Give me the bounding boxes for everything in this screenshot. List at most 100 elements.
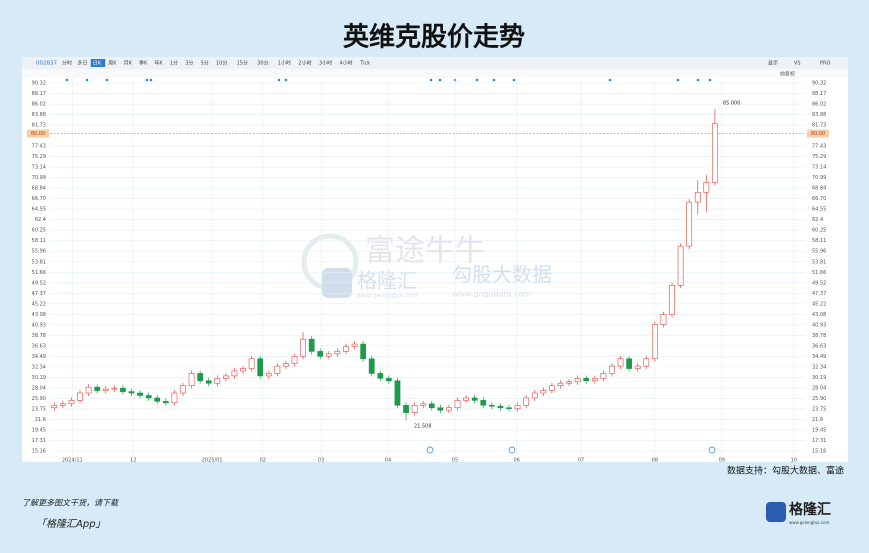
- tab[interactable]: 周K: [108, 61, 117, 67]
- tab[interactable]: 年K: [154, 60, 163, 67]
- y-tick-label: 73.14: [32, 165, 46, 171]
- candle-body: [506, 407, 512, 409]
- y-tick-label-right: 25.90: [812, 396, 826, 402]
- tab[interactable]: 日K: [93, 61, 102, 67]
- y-tick-label: 68.84: [32, 186, 46, 192]
- y-tick-label-right: 62.4: [812, 217, 823, 223]
- y-tick-label: 34.49: [32, 354, 46, 360]
- candle-body: [274, 365, 281, 374]
- stock-code[interactable]: 002837: [36, 61, 57, 67]
- toolbar-right[interactable]: PRO: [820, 61, 830, 67]
- candle-body: [214, 378, 221, 384]
- candle-body: [686, 201, 693, 247]
- candle-body: [162, 401, 169, 404]
- y-tick-label: 47.37: [32, 291, 46, 297]
- candle-body: [677, 245, 684, 286]
- tab[interactable]: 4小时: [340, 60, 353, 67]
- y-tick-label: 88.17: [32, 91, 46, 97]
- wm-gogu-url: www.gogudata.com: [452, 290, 531, 299]
- logo: 格隆汇: [789, 501, 831, 518]
- tab[interactable]: 月K: [124, 61, 133, 67]
- candle-body: [549, 385, 555, 391]
- tab[interactable]: 3小时: [319, 60, 332, 67]
- y-tick-label-right: 88.17: [812, 91, 826, 97]
- y-tick-label: 58.11: [32, 238, 46, 244]
- tab[interactable]: 30分: [257, 60, 268, 67]
- candle-body: [68, 400, 75, 405]
- candle-body: [557, 382, 564, 386]
- candle-body: [77, 392, 83, 401]
- promo: 了解更多图文干货，请下载: [22, 499, 119, 508]
- tab[interactable]: 1小时: [278, 60, 291, 67]
- toolbar-right[interactable]: VS: [794, 61, 801, 67]
- y-tick-label-right: 77.43: [812, 144, 826, 150]
- candle-body: [437, 407, 444, 411]
- candle-body: [94, 386, 101, 391]
- y-tick-label-right: 34.49: [812, 354, 826, 360]
- candle-body: [197, 373, 204, 382]
- y-tick-label: 32.34: [32, 364, 46, 370]
- candle-body: [566, 381, 572, 384]
- y-tick-label-right: 66.70: [812, 196, 826, 202]
- toolbar-right[interactable]: 显示: [768, 61, 778, 67]
- candle-body: [411, 404, 418, 413]
- candle-body: [180, 385, 186, 394]
- y-tick-label-right: 45.22: [812, 301, 826, 307]
- candle-body: [617, 358, 624, 367]
- candle-body: [154, 397, 161, 402]
- tab[interactable]: 季K: [139, 60, 148, 67]
- tab[interactable]: 3分: [185, 60, 193, 67]
- tab[interactable]: 分时: [62, 60, 72, 67]
- candle-body: [497, 405, 504, 409]
- panel: [22, 57, 848, 462]
- candle-body: [609, 365, 615, 374]
- tab[interactable]: 5分: [201, 60, 209, 67]
- y-tick-label-right: 17.31: [812, 438, 826, 444]
- y-tick-label: 83.88: [32, 112, 46, 118]
- tab[interactable]: 多日: [77, 60, 87, 67]
- tab[interactable]: Tick: [359, 61, 370, 67]
- tab[interactable]: 1分: [170, 60, 178, 67]
- adjust[interactable]: 前复权: [780, 71, 795, 78]
- candle-body: [51, 404, 58, 409]
- candle-body: [102, 388, 109, 391]
- candle-body: [308, 338, 315, 352]
- extreme-label: 21.508: [414, 423, 432, 429]
- x-tick-label: 03: [318, 458, 324, 464]
- toolbar-2: [22, 69, 848, 78]
- wm-glh-url: www.gelonghui.com: [357, 293, 418, 300]
- x-tick-label: 07: [578, 458, 584, 464]
- y-tick-label: 55.96: [32, 249, 46, 255]
- y-tick-label: 64.55: [32, 207, 46, 213]
- candle-body: [283, 363, 289, 367]
- candle-body: [600, 373, 607, 379]
- candle-body: [669, 285, 675, 315]
- y-tick-label: 75.29: [32, 154, 46, 160]
- y-tick-label: 66.70: [32, 196, 46, 202]
- candle-body: [137, 392, 143, 396]
- candle-body: [145, 395, 152, 399]
- candle-body: [643, 358, 650, 367]
- y-tick-label: 90.32: [32, 81, 46, 87]
- candle-body: [128, 391, 135, 394]
- tab[interactable]: 15分: [237, 60, 248, 67]
- y-tick-label: 51.66: [32, 270, 46, 276]
- tab[interactable]: 10分: [216, 60, 227, 67]
- candle-body: [231, 370, 238, 377]
- x-tick-label: 06: [514, 458, 520, 464]
- candle-body: [85, 386, 92, 394]
- x-tick-label: 12: [130, 458, 136, 464]
- candle-body: [660, 314, 667, 325]
- candle-body: [59, 403, 66, 406]
- candle-body: [394, 380, 401, 406]
- x-tick-label: 08: [652, 458, 658, 464]
- price-label-right: 80.00: [811, 131, 825, 137]
- candle-body: [634, 365, 641, 369]
- y-tick-label: 77.43: [32, 144, 46, 150]
- candle-body: [386, 378, 392, 382]
- y-tick-label: 23.75: [32, 406, 46, 412]
- tab[interactable]: 2小时: [298, 60, 311, 67]
- candle-body: [703, 182, 710, 193]
- candle-body: [626, 358, 632, 369]
- logo-url: www.gelonghui.com: [789, 520, 829, 525]
